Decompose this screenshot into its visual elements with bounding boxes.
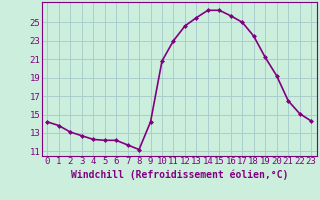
X-axis label: Windchill (Refroidissement éolien,°C): Windchill (Refroidissement éolien,°C) bbox=[70, 169, 288, 180]
